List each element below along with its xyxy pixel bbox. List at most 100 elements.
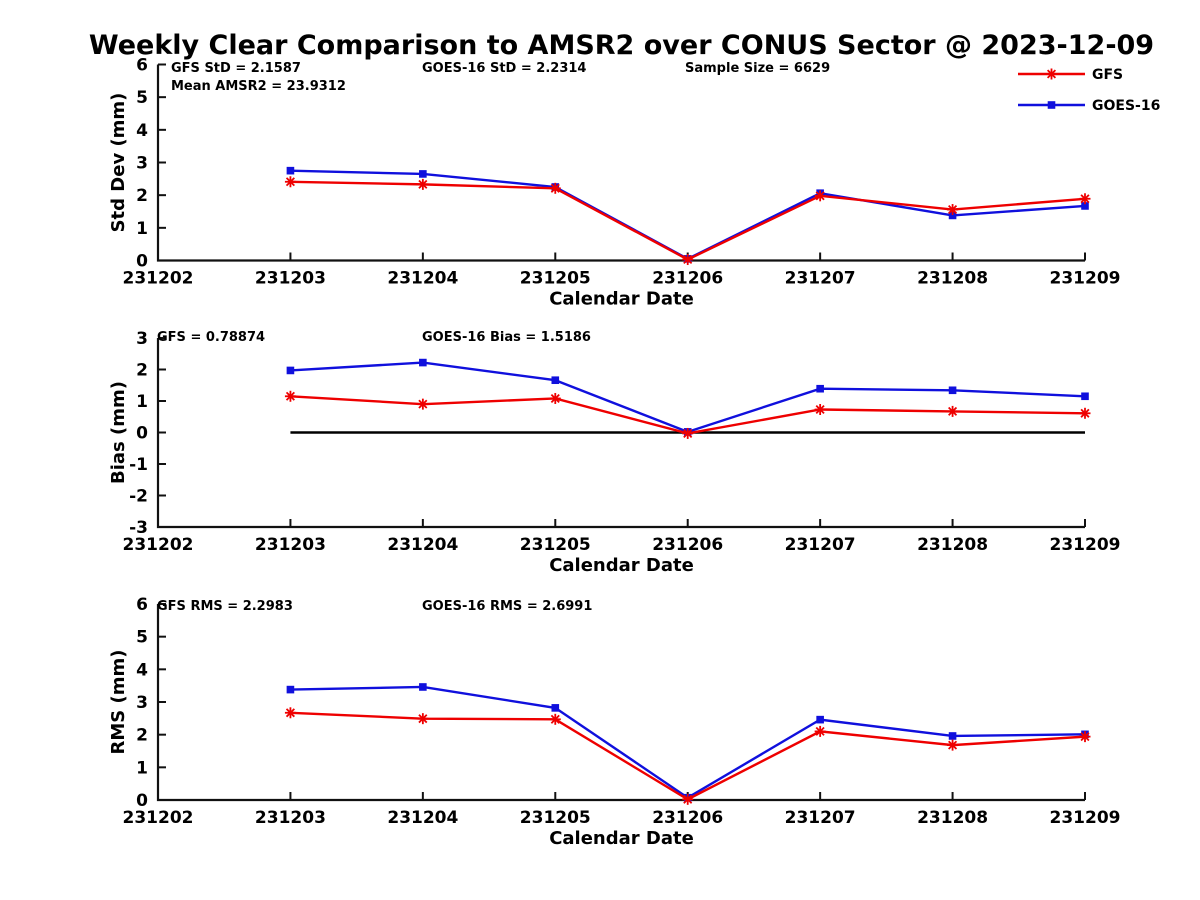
marker-square-icon (948, 386, 957, 395)
marker-asterisk-icon (947, 739, 959, 751)
marker-asterisk-icon (549, 713, 561, 725)
marker-square-icon (948, 211, 957, 220)
series-line (290, 685, 1086, 800)
y-tick-label: 3 (136, 154, 148, 174)
marker-asterisk-icon (1079, 731, 1091, 743)
x-tick-label: 231209 (1050, 269, 1121, 289)
legend-label: GOES-16 (1092, 98, 1160, 114)
marker-asterisk-icon (417, 398, 429, 410)
marker-asterisk-icon (1079, 193, 1091, 205)
panel-bias: -3 -2 -1 0 1 2 3 231202 231203 231204 231205 231206… (108, 329, 1120, 576)
x-tick-label: 231208 (917, 808, 988, 828)
x-tick-label: 231202 (123, 535, 194, 555)
y-tick-label: 4 (136, 660, 148, 680)
legend: GFS GOES-16 (1018, 67, 1160, 114)
x-tick-label: 231206 (652, 535, 723, 555)
y-tick-label: 5 (136, 628, 148, 648)
marker-square-icon (1081, 392, 1089, 401)
series-goes-16 (286, 683, 1089, 802)
annotation-text: GOES-16 StD = 2.2314 (422, 61, 586, 76)
series-line (290, 711, 1086, 801)
series-line (290, 180, 1086, 261)
x-tick-label: 231203 (255, 808, 326, 828)
annotation-text: Mean AMSR2 = 23.9312 (171, 79, 346, 94)
y-tick-label: 4 (136, 121, 148, 141)
x-tick-label: 231205 (520, 269, 591, 289)
x-tick-label: 231202 (123, 808, 194, 828)
y-tick-label: 1 (136, 758, 148, 778)
marker-square-icon (1047, 101, 1056, 109)
x-tick-label: 231207 (785, 535, 856, 555)
marker-asterisk-icon (417, 713, 429, 725)
figure-title: Weekly Clear Comparison to AMSR2 over CO… (88, 30, 1155, 61)
x-axis-title: Calendar Date (549, 555, 694, 576)
x-axis-title: Calendar Date (549, 828, 694, 849)
y-tick-label: 0 (136, 791, 148, 811)
marker-square-icon (551, 376, 560, 385)
y-tick-label: -3 (129, 518, 148, 538)
marker-square-icon (1081, 202, 1089, 210)
annotation-text: GFS StD = 2.1587 (171, 61, 301, 76)
y-tick-label: 5 (136, 88, 148, 108)
annotation-text: GOES-16 Bias = 1.5186 (422, 330, 591, 345)
y-tick-label: -2 (129, 487, 148, 507)
annotation-text: GFS RMS = 2.2983 (157, 599, 293, 614)
marker-asterisk-icon (417, 178, 429, 190)
x-tick-label: 231209 (1050, 535, 1121, 555)
marker-asterisk-icon (549, 182, 561, 194)
marker-asterisk-icon (1046, 68, 1057, 80)
panel-std-dev: 0 1 2 3 4 5 6 231202 231203 231204 231205 231206 231… (108, 56, 1120, 310)
marker-square-icon (286, 166, 295, 175)
y-tick-label: 1 (136, 392, 148, 412)
annotation-text: Sample Size = 6629 (685, 61, 830, 76)
marker-asterisk-icon (814, 404, 826, 416)
y-tick-label: 6 (136, 595, 148, 615)
y-tick-label: 1 (136, 219, 148, 239)
panel-rms: 0 1 2 3 4 5 6 231202 231203 231204 231205 231206 231… (108, 595, 1120, 849)
y-tick-label: 2 (136, 726, 148, 746)
y-tick-label: -1 (129, 455, 148, 475)
y-axis-title: Std Dev (mm) (108, 93, 129, 233)
x-tick-label: 231208 (917, 535, 988, 555)
x-tick-label: 231206 (652, 808, 723, 828)
marker-square-icon (816, 715, 824, 724)
marker-square-icon (948, 732, 957, 740)
marker-square-icon (419, 170, 427, 178)
x-tick-label: 231202 (123, 269, 194, 289)
marker-asterisk-icon (814, 725, 826, 737)
y-axis-title: Bias (mm) (108, 381, 129, 484)
marker-square-icon (419, 358, 427, 367)
x-tick-label: 231204 (387, 808, 458, 828)
series-gfs (284, 176, 1091, 266)
marker-square-icon (286, 685, 295, 694)
y-tick-label: 3 (136, 329, 148, 349)
marker-asterisk-icon (682, 427, 694, 439)
series-gfs (284, 390, 1091, 439)
marker-asterisk-icon (284, 176, 296, 188)
marker-asterisk-icon (549, 392, 561, 404)
y-tick-label: 6 (136, 56, 148, 76)
y-tick-label: 2 (136, 361, 148, 381)
marker-asterisk-icon (682, 254, 694, 266)
marker-square-icon (816, 384, 824, 393)
x-tick-label: 231205 (520, 808, 591, 828)
series-goes-16 (286, 166, 1089, 263)
x-tick-label: 231204 (387, 269, 458, 289)
y-tick-label: 0 (136, 252, 148, 272)
marker-asterisk-icon (947, 405, 959, 417)
marker-square-icon (551, 704, 560, 712)
x-tick-label: 231206 (652, 269, 723, 289)
marker-asterisk-icon (284, 707, 296, 719)
x-tick-label: 231208 (917, 269, 988, 289)
x-tick-label: 231205 (520, 535, 591, 555)
marker-asterisk-icon (682, 793, 694, 805)
y-axis-title: RMS (mm) (108, 650, 129, 755)
x-tick-label: 231203 (255, 269, 326, 289)
y-tick-label: 0 (136, 424, 148, 444)
x-tick-label: 231204 (387, 535, 458, 555)
y-tick-label: 2 (136, 186, 148, 206)
series-line (290, 361, 1086, 434)
annotation-text: GFS = 0.78874 (157, 330, 265, 345)
